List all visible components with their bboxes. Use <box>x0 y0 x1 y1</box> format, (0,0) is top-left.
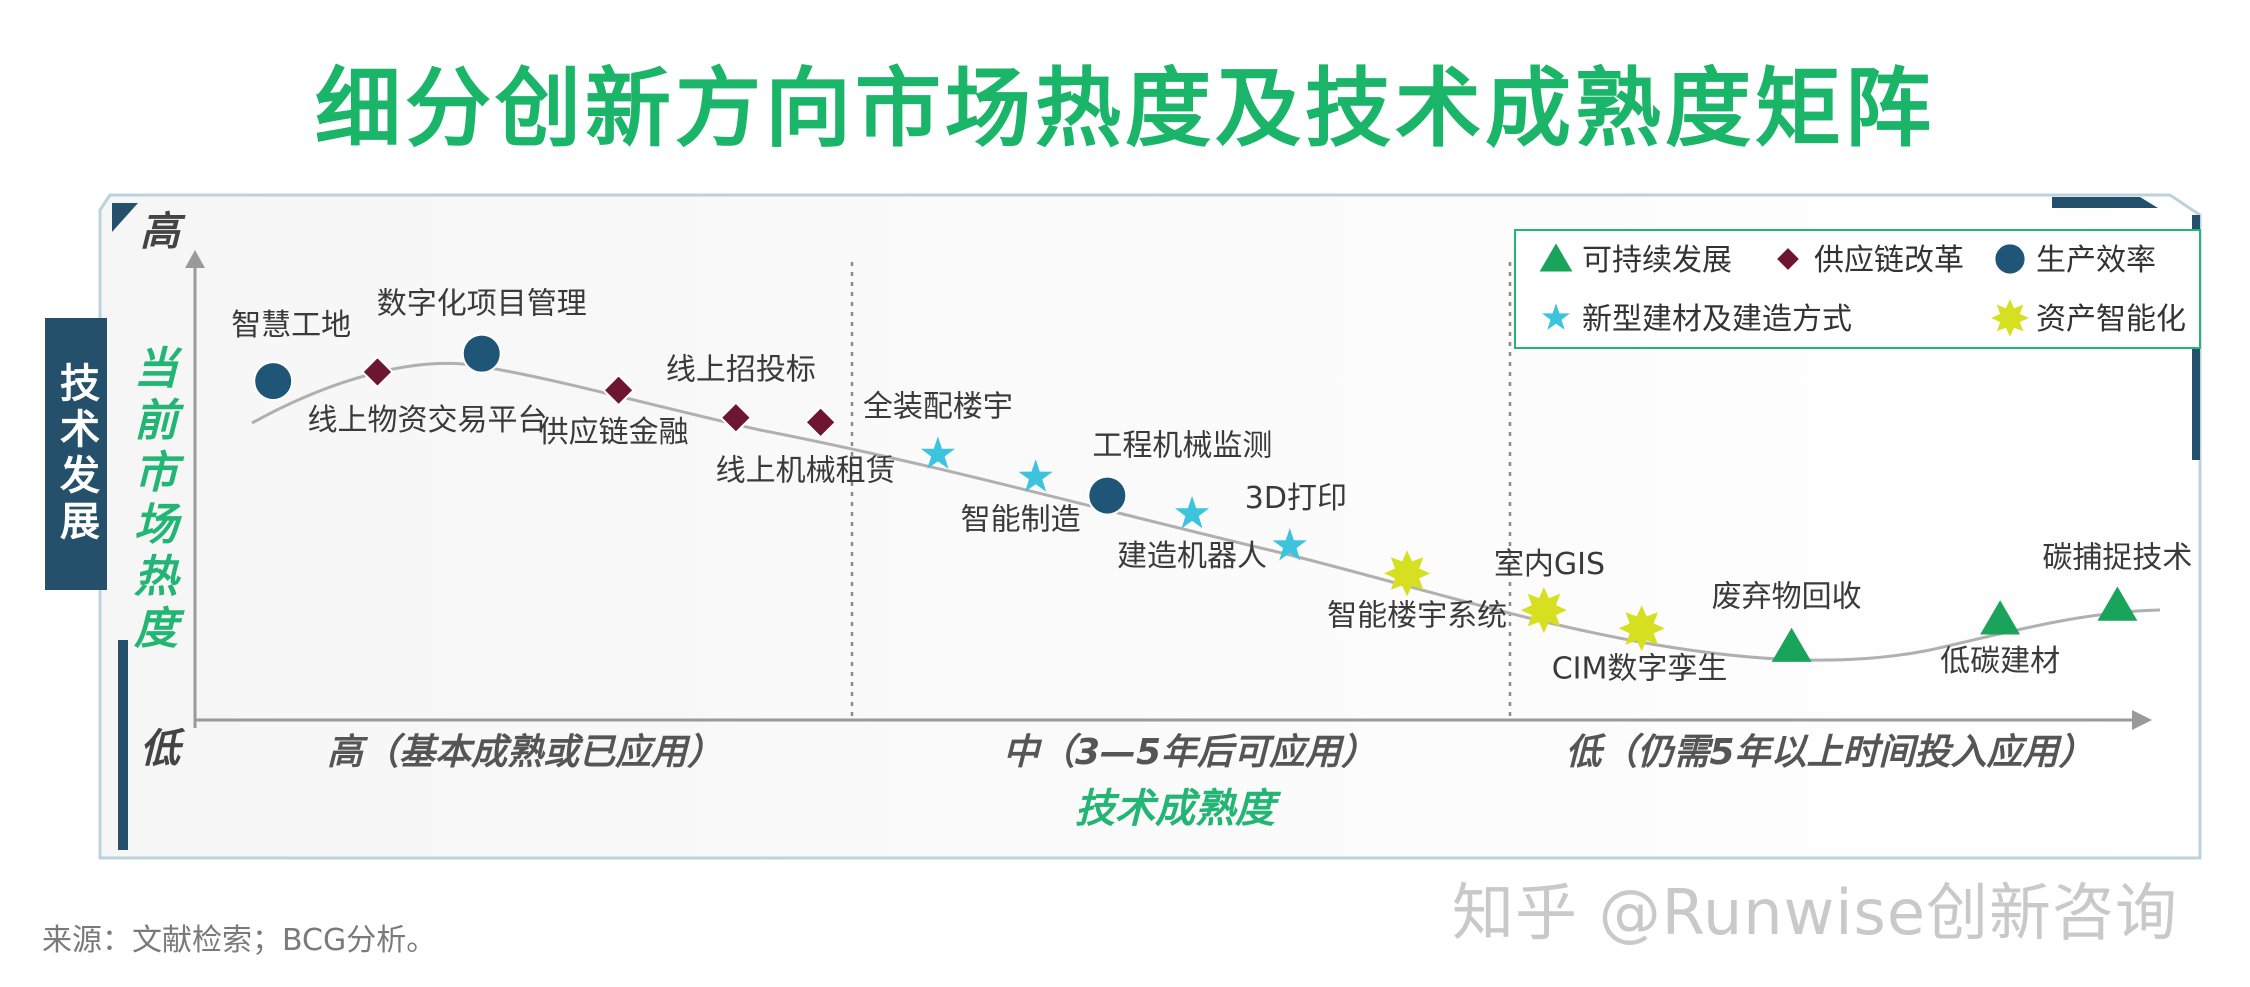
data-point <box>253 361 294 402</box>
data-label: 碳捕捉技术 <box>2042 541 2192 576</box>
data-point <box>602 373 635 407</box>
x-category-high: 高（基本成熟或已应用） <box>327 732 723 773</box>
legend-marker-star8 <box>1991 299 2029 337</box>
side-label: 技术发展 <box>45 318 107 590</box>
data-point <box>361 355 394 389</box>
data-label: 建造机器人 <box>1117 539 1267 574</box>
chart-panel <box>98 193 2202 860</box>
data-point <box>1384 550 1431 597</box>
x-axis-arrow <box>2132 710 2152 730</box>
legend-marker-triangle <box>1539 243 1573 272</box>
data-point <box>1272 528 1307 561</box>
data-point <box>2097 586 2138 621</box>
watermark: 知乎 @Runwise创新咨询 <box>1452 876 2178 949</box>
panel-corner-tl <box>112 203 138 232</box>
data-label: 全装配楼宇 <box>863 389 1013 424</box>
x-category-mid: 中（3—5年后可应用） <box>1003 732 1377 773</box>
legend-label: 生产效率 <box>2036 243 2156 278</box>
data-point <box>1520 587 1567 634</box>
data-label: 线上招投标 <box>666 353 816 388</box>
data-label: 工程机械监测 <box>1092 429 1272 464</box>
trend-curve <box>251 361 2161 662</box>
legend-marker-star <box>1542 303 1570 330</box>
chart-title: 细分创新方向市场热度及技术成熟度矩阵 <box>315 59 1935 159</box>
legend-label: 可持续发展 <box>1582 243 1732 278</box>
data-point <box>1980 600 2021 635</box>
legend-label: 供应链改革 <box>1814 243 1964 278</box>
data-point <box>1618 605 1665 652</box>
data-label: 室内GIS <box>1494 547 1605 582</box>
data-label: 供应链金融 <box>539 415 689 450</box>
legend-label: 新型建材及建造方式 <box>1582 302 1852 337</box>
data-label: CIM数字孪生 <box>1552 651 1728 686</box>
data-point <box>920 436 955 469</box>
data-label: 智慧工地 <box>231 308 351 343</box>
data-label: 废弃物回收 <box>1712 580 1862 615</box>
legend <box>1514 229 2201 349</box>
y-tick-high: 高 <box>140 209 186 255</box>
x-category-low: 低（仍需5年以上时间投入应用） <box>1565 732 2094 773</box>
source-note: 来源：文献检索；BCG分析。 <box>42 923 437 958</box>
data-point <box>719 401 753 435</box>
data-label: 智能楼宇系统 <box>1327 598 1507 633</box>
legend-label: 资产智能化 <box>2036 302 2186 337</box>
data-label: 数字化项目管理 <box>377 287 587 322</box>
y-tick-low: 低 <box>140 726 186 772</box>
data-point <box>1018 459 1053 492</box>
data-point <box>804 405 838 439</box>
y-axis-arrow <box>185 250 205 268</box>
data-label: 低碳建材 <box>1940 644 2060 679</box>
data-point <box>1771 627 1812 662</box>
panel-edge-left <box>118 640 128 850</box>
y-axis-title: 当前市场热度 <box>126 345 177 657</box>
panel-corner-tr <box>2052 197 2158 208</box>
data-point <box>1087 475 1128 516</box>
data-point <box>1174 495 1210 529</box>
legend-marker-diamond <box>1774 245 1802 273</box>
data-point <box>461 333 502 374</box>
data-label: 线上机械租赁 <box>716 453 896 488</box>
data-label: 智能制造 <box>961 502 1081 537</box>
legend-marker-circle <box>1993 242 2027 276</box>
data-label: 3D打印 <box>1245 481 1347 516</box>
data-label: 线上物资交易平台 <box>307 403 547 438</box>
x-axis-title: 技术成熟度 <box>1075 786 1282 832</box>
